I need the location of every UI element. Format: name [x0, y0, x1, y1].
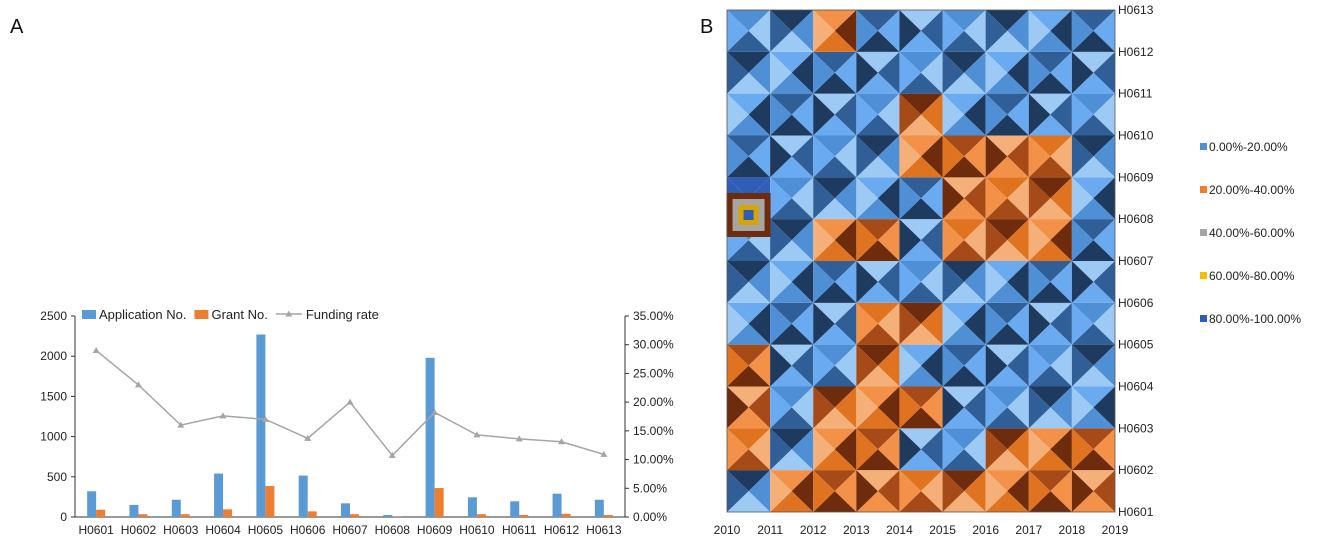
bar-application: [510, 501, 519, 517]
x-tick-label: 2014: [886, 523, 913, 537]
y-tick-label: H0605: [1118, 338, 1154, 352]
y-tick-label: H0604: [1118, 380, 1154, 394]
bar-application: [256, 334, 265, 517]
legend-swatch: [1200, 143, 1207, 150]
x-tick-label: H0604: [205, 523, 241, 537]
y-tick-label: H0611: [1118, 87, 1153, 101]
x-tick-label: H0601: [78, 523, 114, 537]
x-tick-label: 2015: [929, 523, 956, 537]
x-tick-label: 2012: [800, 523, 827, 537]
legend-swatch: [1200, 315, 1207, 322]
funding-rate-point: [347, 399, 354, 405]
legend-swatch: [1200, 186, 1207, 193]
right-tick-label: 0.00%: [633, 510, 667, 524]
right-tick-label: 5.00%: [633, 481, 667, 495]
legend-swatch: [194, 310, 208, 319]
combo-bar-line-chart: 0 500 1000 1500 2000 2500 0.00% 5.00% 10.00% 15.0…: [0, 0, 700, 540]
x-tick-label: H0613: [586, 523, 622, 537]
y-tick-label: H0609: [1118, 170, 1154, 184]
y-tick-label: H0602: [1118, 463, 1154, 477]
y-tick-label: H0608: [1118, 212, 1154, 226]
bar-application: [129, 505, 138, 517]
bar-grant: [519, 515, 528, 517]
bar-grant: [477, 514, 486, 517]
chart-a-svg: 0 500 1000 1500 2000 2500 0.00% 5.00% 10.00% 15.0…: [0, 0, 700, 540]
y-tick-label: H0612: [1118, 45, 1154, 59]
y-tick-label: H0606: [1118, 296, 1154, 310]
x-tick-label: H0612: [544, 523, 580, 537]
left-tick-label: 2500: [40, 309, 67, 323]
bar-grant: [562, 514, 571, 517]
surface-heatmap-chart: H0601 H0602 H0603 H0604 H0605 H0606 H0607 H0608…: [700, 0, 1319, 540]
left-tick-label: 1500: [40, 389, 67, 403]
legend-swatch: [1200, 229, 1207, 236]
legend-label: 80.00%-100.00%: [1209, 312, 1301, 326]
y-tick-label: H0603: [1118, 421, 1154, 435]
legend-swatch: [1200, 272, 1207, 279]
right-tick-label: 25.00%: [633, 366, 674, 380]
x-tick-label: 2016: [972, 523, 999, 537]
heatmap-peak-ring: [744, 210, 754, 220]
legend-label: 0.00%-20.00%: [1209, 140, 1288, 154]
legend-swatch: [82, 310, 96, 319]
legend-label: Funding rate: [306, 307, 379, 322]
bar-grant: [223, 509, 232, 517]
left-tick-label: 1000: [40, 430, 67, 444]
right-tick-label: 30.00%: [633, 338, 674, 352]
bar-grant: [265, 486, 274, 517]
y-tick-label: H0607: [1118, 254, 1154, 268]
left-tick-label: 2000: [40, 349, 67, 363]
bar-application: [87, 491, 96, 517]
x-tick-label: H0603: [163, 523, 199, 537]
y-tick-label: H0601: [1118, 505, 1154, 519]
x-tick-label: 2019: [1102, 523, 1129, 537]
x-tick-label: H0607: [332, 523, 368, 537]
x-tick-label: H0611: [502, 523, 537, 537]
x-tick-label: 2010: [714, 523, 741, 537]
y-tick-label: H0613: [1118, 3, 1154, 17]
right-tick-label: 20.00%: [633, 395, 674, 409]
legend-label: 40.00%-60.00%: [1209, 226, 1295, 240]
bar-grant: [181, 514, 190, 517]
bar-grant: [308, 511, 317, 517]
legend-label: Application No.: [99, 307, 186, 322]
bar-application: [468, 497, 477, 517]
right-tick-label: 15.00%: [633, 424, 674, 438]
x-tick-label: H0605: [248, 523, 284, 537]
bar-application: [553, 494, 562, 517]
bar-application: [299, 476, 308, 517]
right-tick-label: 35.00%: [633, 309, 674, 323]
y-tick-label: H0610: [1118, 129, 1154, 143]
funding-rate-point: [93, 347, 100, 353]
bar-grant: [96, 510, 105, 517]
bar-grant: [350, 514, 359, 517]
left-tick-label: 500: [47, 470, 67, 484]
legend-label: 60.00%-80.00%: [1209, 269, 1295, 283]
bar-grant: [138, 514, 147, 517]
legend-label: 20.00%-40.00%: [1209, 183, 1295, 197]
x-tick-label: H0608: [375, 523, 411, 537]
bar-application: [172, 500, 181, 517]
bar-application: [595, 500, 604, 517]
right-tick-label: 10.00%: [633, 453, 674, 467]
bar-application: [426, 358, 435, 517]
bar-application: [341, 503, 350, 517]
x-tick-label: H0609: [417, 523, 453, 537]
legend-label: Grant No.: [211, 307, 267, 322]
x-tick-label: 2011: [757, 523, 783, 537]
x-tick-label: 2013: [843, 523, 870, 537]
bar-application: [214, 474, 223, 517]
x-tick-label: H0602: [121, 523, 157, 537]
chart-b-svg: H0601 H0602 H0603 H0604 H0605 H0606 H0607 H0608…: [700, 0, 1319, 540]
bar-grant: [435, 488, 444, 517]
bar-grant: [604, 515, 613, 517]
x-tick-label: 2017: [1015, 523, 1042, 537]
x-tick-label: H0610: [459, 523, 495, 537]
left-tick-label: 0: [60, 510, 67, 524]
x-tick-label: 2018: [1059, 523, 1086, 537]
x-tick-label: H0606: [290, 523, 326, 537]
bar-application: [383, 515, 392, 517]
